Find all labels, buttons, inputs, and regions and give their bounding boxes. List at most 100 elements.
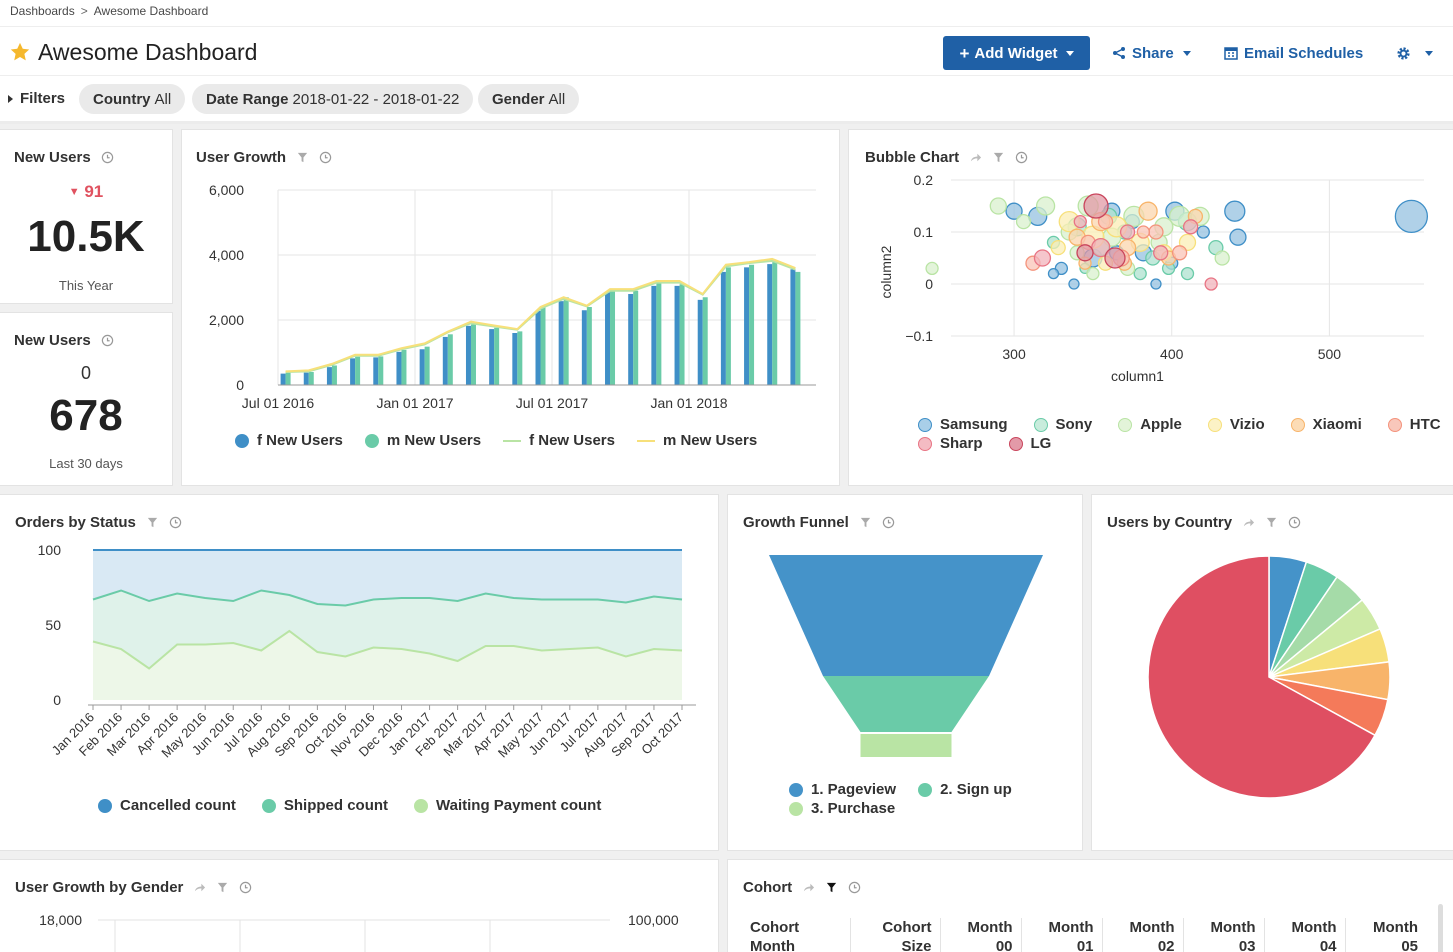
share-arrow-icon[interactable] — [193, 881, 206, 894]
legend-item[interactable]: LG — [1008, 435, 1051, 452]
clock-icon[interactable] — [101, 334, 114, 347]
kpi-delta: ▼ 91 — [0, 182, 172, 202]
bar-f-new-users — [720, 271, 726, 385]
widget-title-text: Orders by Status — [15, 514, 136, 531]
widget-bubble-chart[interactable]: Bubble Chart −0.1 0 0.1 0.2 300 400 500 column1… — [848, 129, 1453, 486]
filter-icon[interactable] — [146, 516, 159, 529]
clock-icon[interactable] — [1288, 516, 1301, 529]
widget-user-growth-by-gender[interactable]: User Growth by Gender 18,000 100,000 — [0, 859, 719, 952]
add-widget-button[interactable]: + Add Widget — [943, 36, 1090, 70]
x-axis-label: column1 — [1111, 368, 1164, 384]
bubble-samsung — [1229, 228, 1247, 246]
column-header[interactable]: Month 05 — [1373, 919, 1418, 952]
legend-label: f New Users — [529, 432, 615, 449]
share-arrow-icon[interactable] — [1242, 516, 1255, 529]
scrollbar[interactable] — [1438, 904, 1443, 952]
legend-line — [636, 439, 655, 442]
y-tick-label: 4,000 — [209, 247, 244, 263]
widget-cohort[interactable]: Cohort Cohort Month Cohort Size Month 00 Mo… — [727, 859, 1453, 952]
filter-pill-gender[interactable]: Gender All — [478, 84, 580, 114]
legend-label: 1. Pageview — [811, 781, 897, 798]
legend-item[interactable]: Sony — [1033, 416, 1092, 433]
filter-pill-date-range[interactable]: Date Range 2018-01-22 - 2018-01-22 — [192, 84, 474, 114]
bar-m-new-users — [610, 289, 616, 385]
legend-item[interactable]: Cancelled count — [98, 797, 236, 814]
legend-item[interactable]: Samsung — [918, 416, 1008, 433]
bar-f-new-users — [535, 310, 541, 385]
bar-f-new-users — [628, 294, 634, 385]
x-tick-label: Jan 01 2018 — [650, 395, 727, 411]
legend-item[interactable]: Vizio — [1207, 416, 1265, 433]
star-icon[interactable] — [9, 41, 31, 63]
clock-icon[interactable] — [239, 881, 252, 894]
widget-orders-by-status[interactable]: Orders by Status 0 50 100 Jan 2016 Feb 2016 M… — [0, 494, 719, 851]
clock-icon[interactable] — [882, 516, 895, 529]
legend-item[interactable]: Sharp — [918, 435, 983, 452]
legend-item[interactable]: m New Users — [364, 432, 481, 449]
filter-pill-country[interactable]: Country All — [79, 84, 186, 114]
legend-item[interactable]: Xiaomi — [1290, 416, 1362, 433]
clock-icon[interactable] — [848, 881, 861, 894]
y-tick-label: 2,000 — [209, 312, 244, 328]
column-header[interactable]: Month 02 — [1102, 918, 1184, 952]
legend-item[interactable]: f New Users — [235, 432, 343, 449]
widget-users-by-country[interactable]: Users by Country — [1091, 494, 1453, 851]
filter-icon[interactable] — [1265, 516, 1278, 529]
breadcrumb: Dashboards > Awesome Dashboard — [10, 4, 208, 18]
share-button[interactable]: Share — [1112, 36, 1191, 70]
column-header[interactable]: Month 01 — [1021, 918, 1103, 952]
settings-button[interactable] — [1396, 36, 1433, 70]
widget-user-growth[interactable]: User Growth 0 2,000 4,000 6,000 Jul 01 2016 J… — [181, 129, 840, 486]
chevron-down-icon — [1182, 50, 1191, 56]
share-arrow-icon[interactable] — [802, 881, 815, 894]
column-header[interactable]: Cohort Size — [850, 918, 941, 952]
kpi-card-new-users-year[interactable]: New Users ▼ 91 10.5K This Year — [0, 129, 173, 304]
filter-active-icon[interactable] — [825, 881, 838, 894]
legend-item[interactable]: m New Users — [636, 432, 757, 449]
column-header[interactable]: Cohort Month — [742, 918, 851, 952]
bar-m-new-users — [656, 282, 662, 385]
bubble-apple — [925, 261, 939, 276]
gear-icon — [1397, 46, 1410, 60]
column-header[interactable]: Month 04 — [1264, 918, 1346, 952]
breadcrumb-root[interactable]: Dashboards — [10, 4, 75, 18]
legend-item[interactable]: 3. Purchase — [789, 800, 895, 817]
legend-item[interactable]: Shipped count — [261, 797, 389, 814]
legend-label: Waiting Payment count — [436, 797, 602, 814]
legend-item[interactable]: 2. Sign up — [918, 781, 1012, 798]
legend-item[interactable]: Waiting Payment count — [414, 797, 601, 814]
widget-title: Cohort — [743, 879, 861, 896]
dashboard-header: Awesome Dashboard + Add Widget Share Ema… — [0, 26, 1453, 76]
filter-icon[interactable] — [296, 151, 309, 164]
clock-icon[interactable] — [169, 516, 182, 529]
filter-icon[interactable] — [859, 516, 872, 529]
filter-icon[interactable] — [992, 151, 1005, 164]
clock-icon[interactable] — [1015, 151, 1028, 164]
caret-down-icon: ▼ — [68, 186, 80, 198]
y-tick-label-right: 100,000 — [628, 912, 679, 928]
filter-icon[interactable] — [216, 881, 229, 894]
legend-label: Shipped count — [283, 797, 389, 814]
legend-item[interactable]: Apple — [1118, 416, 1182, 433]
widget-growth-funnel[interactable]: Growth Funnel 1. Pageview 2. Sign up 3. … — [727, 494, 1083, 851]
filter-key: Gender — [492, 90, 545, 108]
legend-item[interactable]: f New Users — [503, 432, 615, 449]
column-header[interactable]: Month 00 — [940, 918, 1022, 952]
legend-line — [503, 439, 522, 442]
kpi-card-new-users-30d[interactable]: New Users 0 678 Last 30 days — [0, 312, 173, 486]
bar-f-new-users — [489, 329, 495, 385]
column-header[interactable]: Month 03 — [1183, 918, 1265, 952]
widget-title: User Growth by Gender — [15, 879, 252, 896]
bar-m-new-users — [702, 297, 708, 385]
email-schedules-button[interactable]: Email Schedules — [1224, 36, 1363, 70]
share-arrow-icon[interactable] — [969, 151, 982, 164]
legend-item[interactable]: HTC — [1387, 416, 1441, 433]
bubble-apple — [989, 197, 1007, 215]
filters-toggle[interactable]: Filters — [8, 90, 65, 107]
clock-icon[interactable] — [319, 151, 332, 164]
bar-m-new-users — [633, 290, 639, 385]
breadcrumb-separator: > — [80, 4, 88, 18]
y-tick-label: 100 — [38, 542, 62, 558]
clock-icon[interactable] — [101, 151, 114, 164]
legend-item[interactable]: 1. Pageview — [789, 781, 896, 798]
